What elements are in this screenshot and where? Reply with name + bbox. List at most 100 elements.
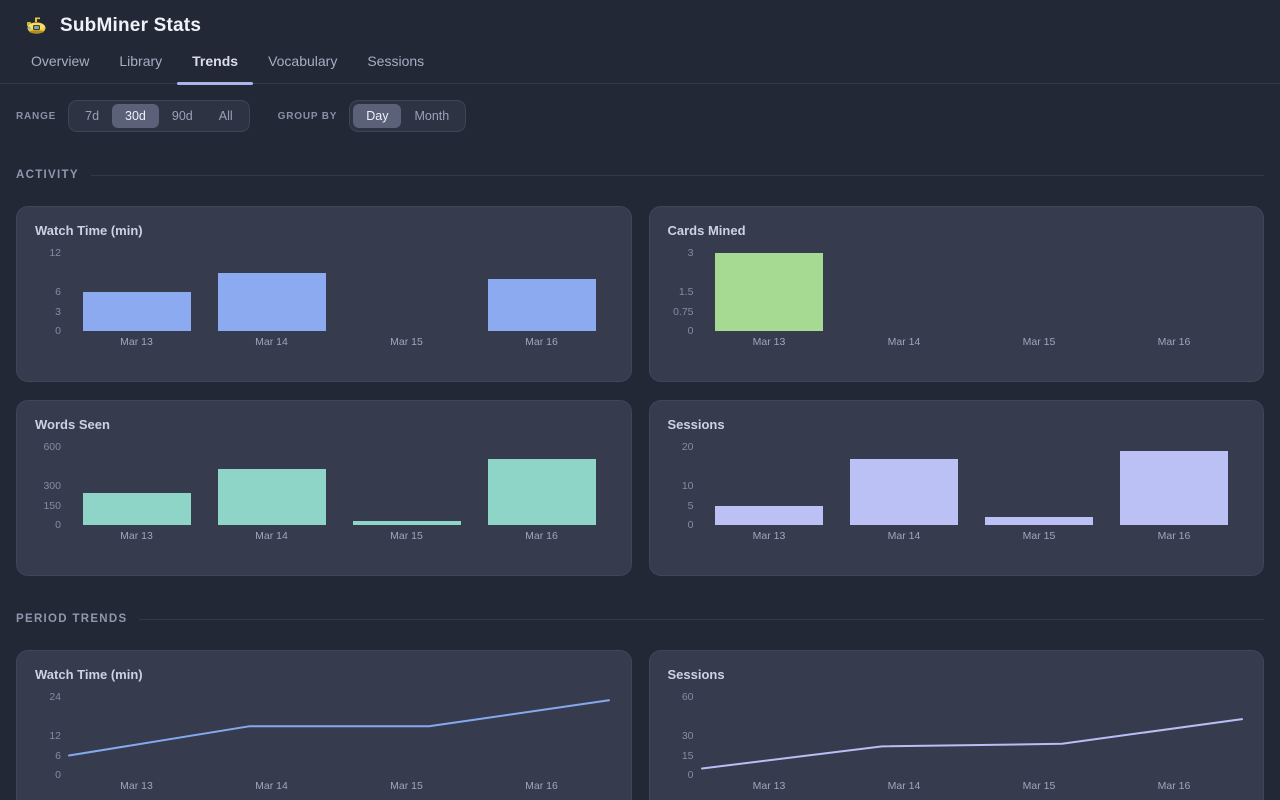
y-axis-tick-label: 12 xyxy=(49,730,61,742)
range-30d-button[interactable]: 30d xyxy=(112,104,159,128)
section-divider xyxy=(90,174,1264,176)
y-axis-tick-label: 6 xyxy=(55,286,61,298)
x-axis-label: Mar 14 xyxy=(887,336,921,348)
y-axis-tick-label: 12 xyxy=(49,247,61,259)
bar-mar-15 xyxy=(352,521,461,525)
tab-sessions[interactable]: Sessions xyxy=(367,53,425,69)
submarine-icon xyxy=(27,17,46,34)
bar-mar-16 xyxy=(487,458,596,525)
x-axis-label: Mar 15 xyxy=(390,336,423,348)
x-axis-label: Mar 13 xyxy=(120,780,153,792)
x-axis-label: Mar 15 xyxy=(1022,336,1056,348)
y-axis-tick-label: 0.75 xyxy=(673,305,694,318)
sessions-bar-chart-card: 20 10 5 0 Mar 13 Mar 14 Mar 15 Mar 16 Sessions xyxy=(648,400,1264,576)
bar-mar-14 xyxy=(217,469,326,525)
x-axis-label: Mar 16 xyxy=(525,336,558,348)
y-axis-tick-label: 1.5 xyxy=(678,286,694,298)
tab-overview[interactable]: Overview xyxy=(31,53,90,69)
x-axis-label: Mar 13 xyxy=(120,336,153,348)
range-all-button[interactable]: All xyxy=(206,104,246,128)
x-axis-label: Mar 16 xyxy=(1157,336,1191,348)
chart-title: Cards Mined xyxy=(667,223,746,238)
chart-title: Sessions xyxy=(667,667,725,682)
x-axis-label: Mar 16 xyxy=(1157,780,1191,792)
activity-section-header: ACTIVITY xyxy=(16,169,1264,181)
y-axis-tick-label: 3 xyxy=(55,305,61,318)
bar-chart: 20 10 5 0 Mar 13 Mar 14 Mar 15 Mar 16 xyxy=(650,401,1264,575)
bar-mar-13 xyxy=(82,492,191,525)
x-axis-label: Mar 15 xyxy=(390,780,423,792)
trend-line-svg xyxy=(700,718,1243,770)
tab-vocabulary[interactable]: Vocabulary xyxy=(268,53,338,69)
sessions-line-chart-card: 60 30 15 0 Mar 13 Mar 14 Mar 15 Mar 16 Sessions xyxy=(648,650,1264,800)
x-axis-label: Mar 16 xyxy=(525,530,558,542)
group-by-month-button[interactable]: Month xyxy=(401,104,462,128)
bar-chart: 3 1.5 0.75 0 Mar 13 Mar 14 Mar 15 Mar 16 xyxy=(650,207,1264,381)
bar-mar-16 xyxy=(1120,450,1228,525)
period-trends-section-header: PERIOD TRENDS xyxy=(16,613,1264,625)
chart-title: Watch Time (min) xyxy=(35,223,143,238)
cards-mined-bar-chart-card: 3 1.5 0.75 0 Mar 13 Mar 14 Mar 15 Mar 16 Cards … xyxy=(648,206,1264,382)
y-axis-tick-label: 0 xyxy=(687,519,694,531)
line-chart: 24 12 6 0 Mar 13 Mar 14 Mar 15 Mar 16 xyxy=(17,651,631,800)
period-trends-section-label: PERIOD TRENDS xyxy=(16,613,128,625)
bar-chart: 12 6 3 0 Mar 13 Mar 14 Mar 15 Mar 16 xyxy=(17,207,631,381)
group-by-segmented-control: Day Month xyxy=(349,100,467,132)
trend-line xyxy=(700,718,1243,770)
x-axis-label: Mar 14 xyxy=(255,780,288,792)
y-axis-tick-label: 24 xyxy=(49,691,61,703)
filter-controls: RANGE 7d 30d 90d All GROUP BY Day Month xyxy=(16,100,1264,132)
x-axis-label: Mar 15 xyxy=(390,530,423,542)
y-axis-tick-label: 3 xyxy=(687,247,694,259)
range-7d-button[interactable]: 7d xyxy=(72,104,112,128)
x-axis-label: Mar 14 xyxy=(887,780,921,792)
range-segmented-control: 7d 30d 90d All xyxy=(68,100,250,132)
tab-trends[interactable]: Trends xyxy=(177,53,253,85)
group-by-day-button[interactable]: Day xyxy=(353,104,402,128)
x-axis-label: Mar 13 xyxy=(752,336,786,348)
bar-mar-13 xyxy=(82,292,191,331)
y-axis-tick-label: 30 xyxy=(681,730,694,742)
tab-bar: Overview Library Trends Vocabulary Sessi… xyxy=(0,53,1280,85)
bar-mar-15 xyxy=(985,517,1093,525)
tab-library[interactable]: Library xyxy=(119,53,163,69)
x-axis-label: Mar 16 xyxy=(525,780,558,792)
trend-line xyxy=(68,699,610,757)
bar-mar-16 xyxy=(487,279,596,331)
bar-mar-14 xyxy=(850,458,958,525)
chart-title: Words Seen xyxy=(35,417,110,432)
y-axis-tick-label: 600 xyxy=(43,441,61,453)
words-seen-bar-chart-card: 600 300 150 0 Mar 13 Mar 14 Mar 15 Mar 16 Words… xyxy=(16,400,632,576)
period-trends-charts-grid: 24 12 6 0 Mar 13 Mar 14 Mar 15 Mar 16 Watch Tim… xyxy=(16,650,1264,800)
trend-line-svg xyxy=(68,699,610,757)
y-axis-tick-label: 0 xyxy=(55,769,61,781)
y-axis-tick-label: 0 xyxy=(687,769,694,781)
page-title: SubMiner Stats xyxy=(60,15,202,36)
x-axis-label: Mar 15 xyxy=(1022,530,1056,542)
y-axis-tick-label: 20 xyxy=(681,441,694,453)
y-axis-tick-label: 0 xyxy=(687,325,694,337)
y-axis-tick-label: 300 xyxy=(43,480,61,492)
y-axis-tick-label: 5 xyxy=(687,499,694,512)
activity-charts-grid: 12 6 3 0 Mar 13 Mar 14 Mar 15 Mar 16 Watch Time… xyxy=(16,206,1264,576)
line-chart: 60 30 15 0 Mar 13 Mar 14 Mar 15 Mar 16 xyxy=(650,651,1264,800)
y-axis-tick-label: 6 xyxy=(55,749,61,762)
bar-mar-13 xyxy=(715,253,823,331)
x-axis-label: Mar 14 xyxy=(887,530,921,542)
app-header: SubMiner Stats xyxy=(0,0,1280,37)
y-axis-tick-label: 0 xyxy=(55,519,61,531)
x-axis-label: Mar 13 xyxy=(752,530,786,542)
x-axis-label: Mar 15 xyxy=(1022,780,1056,792)
chart-title: Sessions xyxy=(667,417,725,432)
x-axis-label: Mar 14 xyxy=(255,530,288,542)
group-by-label: GROUP BY xyxy=(277,110,338,122)
range-90d-button[interactable]: 90d xyxy=(159,104,206,128)
bar-mar-14 xyxy=(217,272,326,331)
y-axis-tick-label: 0 xyxy=(55,325,61,337)
x-axis-label: Mar 16 xyxy=(1157,530,1191,542)
x-axis-label: Mar 13 xyxy=(120,530,153,542)
y-axis-tick-label: 150 xyxy=(43,499,61,512)
chart-title: Watch Time (min) xyxy=(35,667,143,682)
section-divider xyxy=(139,618,1264,620)
x-axis-label: Mar 14 xyxy=(255,336,288,348)
